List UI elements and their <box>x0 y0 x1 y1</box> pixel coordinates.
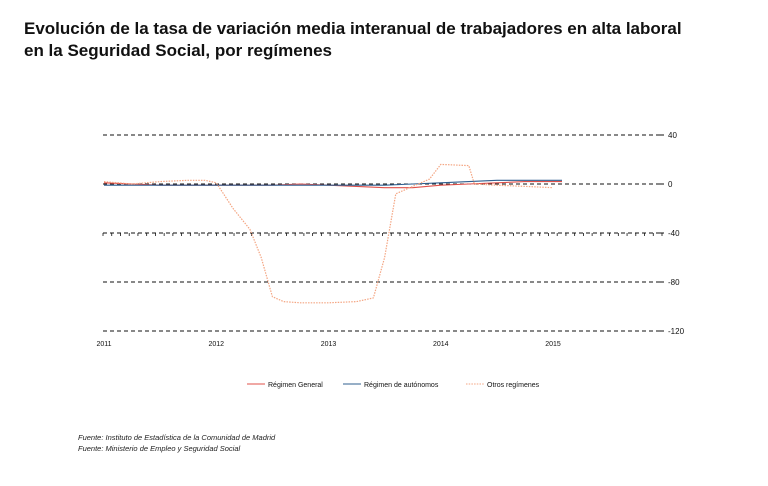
x-tick-label-4: 2015 <box>545 341 561 348</box>
x-tick-label-3: 2014 <box>433 341 449 348</box>
x-tick-label-2: 2013 <box>321 341 337 348</box>
x-tick-label-0: 2011 <box>96 341 111 348</box>
y-tick-label-3: -80 <box>668 278 680 287</box>
series-line-otros <box>103 163 554 304</box>
y-tick-label-0: 40 <box>668 131 677 140</box>
series-line-autonomos <box>104 179 562 186</box>
source-note-1: Fuente: Instituto de Estadística de la C… <box>78 433 276 442</box>
chart-title: Evolución de la tasa de variación media … <box>24 18 744 62</box>
chart-title-line-2: en la Seguridad Social, por regímenes <box>24 41 332 60</box>
y-tick-label-4: -120 <box>668 327 685 336</box>
legend-label-general: Régimen General <box>268 382 323 389</box>
y-tick-label-2: -40 <box>668 229 680 238</box>
source-note-2: Fuente: Ministerio de Empleo y Seguridad… <box>78 444 241 453</box>
y-tick-label-1: 0 <box>668 180 673 189</box>
legend-label-autonomos: Régimen de autónomos <box>364 382 439 389</box>
legend-label-otros: Otros regímenes <box>487 382 540 389</box>
chart-title-line-1: Evolución de la tasa de variación media … <box>24 19 682 38</box>
x-tick-label-1: 2012 <box>208 341 224 348</box>
